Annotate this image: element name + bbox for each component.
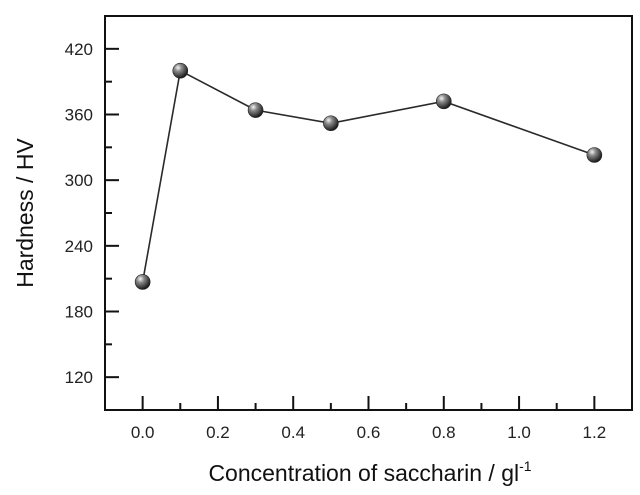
x-tick-label: 0.6 bbox=[357, 423, 381, 442]
y-tick-label: 360 bbox=[65, 106, 93, 125]
x-tick-label: 0.8 bbox=[432, 423, 456, 442]
data-point bbox=[323, 115, 339, 132]
data-point bbox=[435, 93, 452, 110]
y-tick-label: 120 bbox=[65, 368, 93, 387]
data-point bbox=[172, 62, 189, 79]
y-tick-label: 180 bbox=[65, 303, 93, 322]
x-tick-label: 1.0 bbox=[507, 423, 531, 442]
x-tick-label: 1.2 bbox=[583, 423, 607, 442]
plot-frame bbox=[104, 15, 633, 411]
x-axis-title-superscript: -1 bbox=[519, 458, 532, 474]
data-point bbox=[134, 274, 151, 290]
y-axis-title: Hardness / HV bbox=[12, 138, 38, 288]
x-axis-title: Concentration of saccharin / gl-1 bbox=[208, 458, 531, 486]
x-tick-label: 0.4 bbox=[281, 423, 305, 442]
series-line bbox=[141, 69, 595, 283]
data-point bbox=[247, 102, 264, 118]
x-axis-title-main: Concentration of saccharin / gl bbox=[208, 460, 519, 486]
x-tick-label: 0.2 bbox=[206, 423, 230, 442]
y-tick-label: 240 bbox=[65, 237, 93, 256]
x-tick-label: 0.0 bbox=[131, 423, 155, 442]
y-tick-label: 300 bbox=[65, 171, 93, 190]
data-point bbox=[586, 147, 603, 163]
y-tick-label: 420 bbox=[65, 40, 93, 59]
